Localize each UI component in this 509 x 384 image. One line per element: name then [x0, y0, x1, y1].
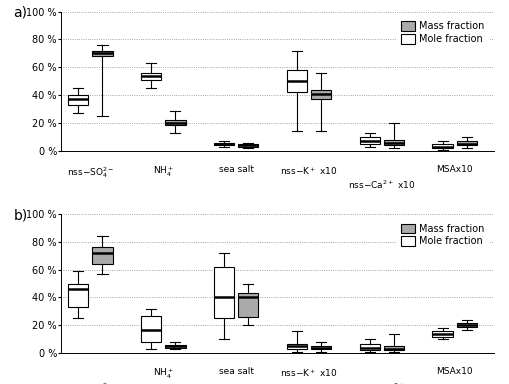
PathPatch shape [384, 140, 404, 146]
Text: sea salt: sea salt [218, 165, 253, 174]
PathPatch shape [238, 293, 259, 317]
Text: nss−Ca$^{2+}$: nss−Ca$^{2+}$ [359, 381, 405, 384]
PathPatch shape [92, 247, 112, 264]
PathPatch shape [287, 344, 307, 349]
PathPatch shape [214, 142, 234, 146]
Text: MSAx10: MSAx10 [437, 165, 473, 174]
PathPatch shape [384, 346, 404, 351]
PathPatch shape [457, 323, 477, 327]
PathPatch shape [457, 141, 477, 146]
Text: MSAx10: MSAx10 [437, 367, 473, 376]
PathPatch shape [165, 120, 185, 124]
PathPatch shape [141, 73, 161, 80]
PathPatch shape [287, 70, 307, 93]
PathPatch shape [311, 346, 331, 349]
PathPatch shape [433, 331, 453, 336]
Text: nss−SO$_4^{2-}$: nss−SO$_4^{2-}$ [67, 381, 114, 384]
PathPatch shape [165, 345, 185, 348]
Legend: Mass fraction, Mole fraction: Mass fraction, Mole fraction [397, 17, 489, 49]
Text: nss−K$^+$ x10: nss−K$^+$ x10 [280, 165, 338, 177]
Text: sea salt: sea salt [218, 367, 253, 376]
Legend: Mass fraction, Mole fraction: Mass fraction, Mole fraction [397, 218, 489, 251]
PathPatch shape [92, 51, 112, 56]
Text: NH$_4^+$: NH$_4^+$ [153, 367, 174, 381]
PathPatch shape [68, 95, 88, 105]
PathPatch shape [238, 144, 259, 147]
PathPatch shape [68, 283, 88, 307]
PathPatch shape [214, 267, 234, 318]
Text: a): a) [14, 6, 27, 20]
PathPatch shape [359, 344, 380, 351]
PathPatch shape [141, 316, 161, 342]
Text: nss−K$^+$ x10: nss−K$^+$ x10 [280, 367, 338, 379]
PathPatch shape [311, 89, 331, 99]
Text: b): b) [14, 208, 27, 222]
Text: nss−SO$_4^{2-}$: nss−SO$_4^{2-}$ [67, 165, 114, 180]
Text: nss−Ca$^{2+}$ x10: nss−Ca$^{2+}$ x10 [348, 179, 416, 191]
Text: NH$_4^+$: NH$_4^+$ [153, 165, 174, 179]
PathPatch shape [433, 144, 453, 148]
PathPatch shape [359, 137, 380, 144]
